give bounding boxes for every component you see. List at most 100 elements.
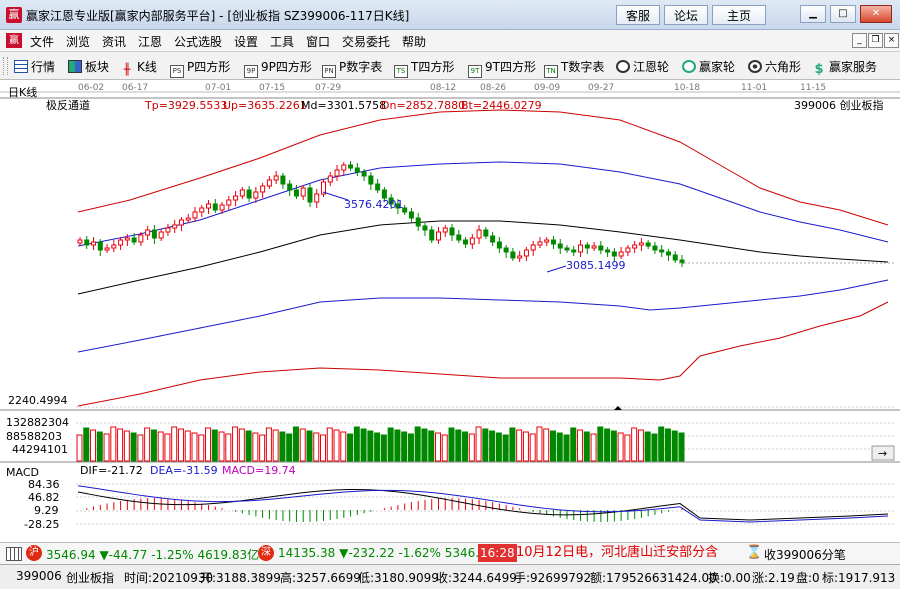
volume-bar xyxy=(347,433,354,462)
macd-dea: DEA=-31.59 xyxy=(150,464,218,477)
volume-bar xyxy=(205,427,212,462)
menu-help[interactable]: 帮助 xyxy=(402,35,427,49)
scroll-right-button[interactable] xyxy=(871,445,895,461)
marker-triangle-icon xyxy=(614,406,622,410)
candle-body xyxy=(348,164,354,169)
kline-chart[interactable]: 06-02 06-17 07-01 07-15 07-29 08-12 08-26 09-09… xyxy=(0,80,900,542)
candle-body xyxy=(625,247,631,253)
tool-kline[interactable]: ╫ K线 xyxy=(120,58,157,77)
date-tick: 11-15 xyxy=(800,83,826,93)
candle-body xyxy=(293,189,299,197)
volume-bar xyxy=(428,430,435,462)
maximize-icon[interactable]: □ xyxy=(830,5,856,23)
candle-body xyxy=(496,241,502,249)
macd-hist-value: MACD=19.74 xyxy=(222,464,296,477)
volume-bar xyxy=(387,427,394,462)
minimize-icon[interactable]: ▁ xyxy=(800,5,826,23)
menu-window[interactable]: 窗口 xyxy=(306,35,331,49)
tool-t-table[interactable]: TN T数字表 xyxy=(544,58,604,78)
toolbar-grip[interactable] xyxy=(3,57,8,75)
tool-gann-wheel[interactable]: 江恩轮 xyxy=(616,58,669,75)
shenzhen-index-icon[interactable]: 深 xyxy=(258,545,274,561)
volume-bar xyxy=(184,430,191,462)
menu-trade[interactable]: 交易委托 xyxy=(342,35,391,49)
volume-bar xyxy=(299,428,306,462)
status-bar: 399006 创业板指 时间:20210930 开:3188.3899 高:32… xyxy=(0,564,900,589)
volume-bar xyxy=(401,431,408,462)
candle-body xyxy=(645,242,651,247)
ticker-grid-icon[interactable] xyxy=(6,547,22,561)
volume-bar xyxy=(96,431,103,462)
volume-bar xyxy=(543,428,550,462)
volume-bar xyxy=(211,429,218,462)
menu-bar: 赢 文件 浏览 资讯 江恩 公式选股 设置 工具 窗口 交易委托 帮助 _ ❐ … xyxy=(0,30,900,52)
tn-table-icon: TN xyxy=(544,65,558,78)
tool-winner-service[interactable]: $ 赢家服务 xyxy=(812,58,877,77)
volume-bar xyxy=(475,426,482,462)
volume-bar xyxy=(434,432,441,462)
volume-bar xyxy=(597,426,604,462)
tool-9t-square[interactable]: 9T 9T四方形 xyxy=(468,58,536,78)
9t-square-icon: 9T xyxy=(468,65,482,78)
tool-p-square[interactable]: PS P四方形 xyxy=(170,58,230,78)
customer-service-button[interactable]: 客服 xyxy=(616,5,660,25)
volume-bar xyxy=(421,428,428,462)
tool-9p-square[interactable]: 9P 9P四方形 xyxy=(244,58,312,78)
candle-body xyxy=(253,191,259,199)
menu-file[interactable]: 文件 xyxy=(30,35,55,49)
menu-formula-select[interactable]: 公式选股 xyxy=(174,35,223,49)
close-icon[interactable]: ✕ xyxy=(860,5,892,23)
menu-settings[interactable]: 设置 xyxy=(234,35,259,49)
volume-bar xyxy=(448,427,455,462)
volume-bar xyxy=(563,434,570,462)
news-ticker[interactable]: 10月12日电，河北唐山迁安部分含 xyxy=(516,545,719,560)
candle-body xyxy=(632,244,638,249)
menu-news[interactable]: 资讯 xyxy=(102,35,127,49)
chart-area[interactable]: 06-02 06-17 07-01 07-15 07-29 08-12 08-26 09-09… xyxy=(0,80,900,542)
app-logo-icon: 赢 xyxy=(6,7,22,23)
menu-browse[interactable]: 浏览 xyxy=(66,35,91,49)
channel-middle-line xyxy=(77,220,889,295)
tool-p-table[interactable]: PN P数字表 xyxy=(322,58,382,78)
candle-body xyxy=(672,254,678,261)
volume-bar xyxy=(313,432,320,462)
volume-bar xyxy=(130,432,137,462)
mdi-restore-icon[interactable]: ❐ xyxy=(868,33,883,48)
menu-logo-icon: 赢 xyxy=(6,33,22,48)
volume-bar xyxy=(117,428,124,462)
tool-t-square[interactable]: TS T四方形 xyxy=(394,58,454,78)
volume-bar xyxy=(549,430,556,462)
blocks-icon xyxy=(68,60,82,73)
volume-bar xyxy=(218,431,225,462)
mdi-close-icon[interactable]: × xyxy=(884,33,899,48)
shanghai-index-icon[interactable]: 沪 xyxy=(26,545,42,561)
shanghai-index-quote[interactable]: 3546.94 ▼-44.77 -1.25% 4619.83亿 xyxy=(46,548,260,562)
tool-sectors[interactable]: 板块 xyxy=(68,58,109,75)
toolbar: 行情 板块 ╫ K线 PS P四方形 9P 9P四方形 PN P数字表 TS T四方形 9… xyxy=(0,52,900,80)
candle-body xyxy=(192,211,198,219)
candle-body xyxy=(469,237,475,245)
date-axis: 06-02 06-17 07-01 07-15 07-29 08-12 08-26 09-09… xyxy=(78,83,826,93)
tool-winner-wheel[interactable]: 赢家轮 xyxy=(682,58,735,75)
volume-bar xyxy=(326,427,333,462)
volume-bar xyxy=(631,427,638,462)
forum-button[interactable]: 论坛 xyxy=(664,5,708,25)
candle-body xyxy=(314,193,320,203)
volume-bar xyxy=(462,431,469,462)
shenzhen-index-quote[interactable]: 14135.38 ▼-232.22 -1.62% 5346.0 xyxy=(278,546,478,560)
volume-bar xyxy=(286,433,293,462)
menu-tools[interactable]: 工具 xyxy=(270,35,295,49)
status-close: 收:3244.6499 xyxy=(436,571,517,585)
tool-hexagon[interactable]: 六角形 xyxy=(748,58,801,75)
homepage-button[interactable]: 主页 xyxy=(712,5,766,25)
candle-body xyxy=(334,169,340,177)
candle-body xyxy=(523,249,529,257)
mdi-minimize-icon[interactable]: _ xyxy=(852,33,867,48)
menu-gann[interactable]: 江恩 xyxy=(138,35,163,49)
candle-body xyxy=(537,241,543,246)
tool-quotes[interactable]: 行情 xyxy=(14,58,55,75)
candle-body xyxy=(618,251,624,257)
status-turnover: 换:0.00 xyxy=(708,571,751,585)
p-square-icon: PS xyxy=(170,65,184,78)
channel-lower-line xyxy=(77,279,889,353)
